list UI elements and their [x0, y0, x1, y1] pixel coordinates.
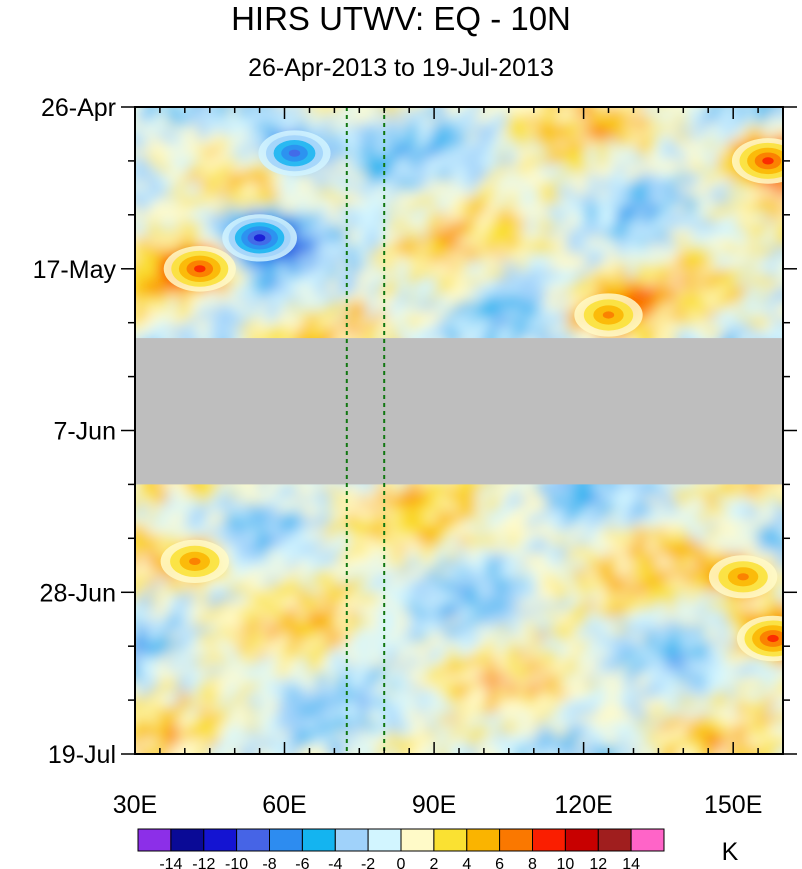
anomaly-field	[135, 107, 783, 754]
chart-subtitle: 26-Apr-2013 to 19-Jul-2013	[248, 54, 554, 82]
chart-title: HIRS UTWV: EQ - 10N	[231, 0, 571, 37]
